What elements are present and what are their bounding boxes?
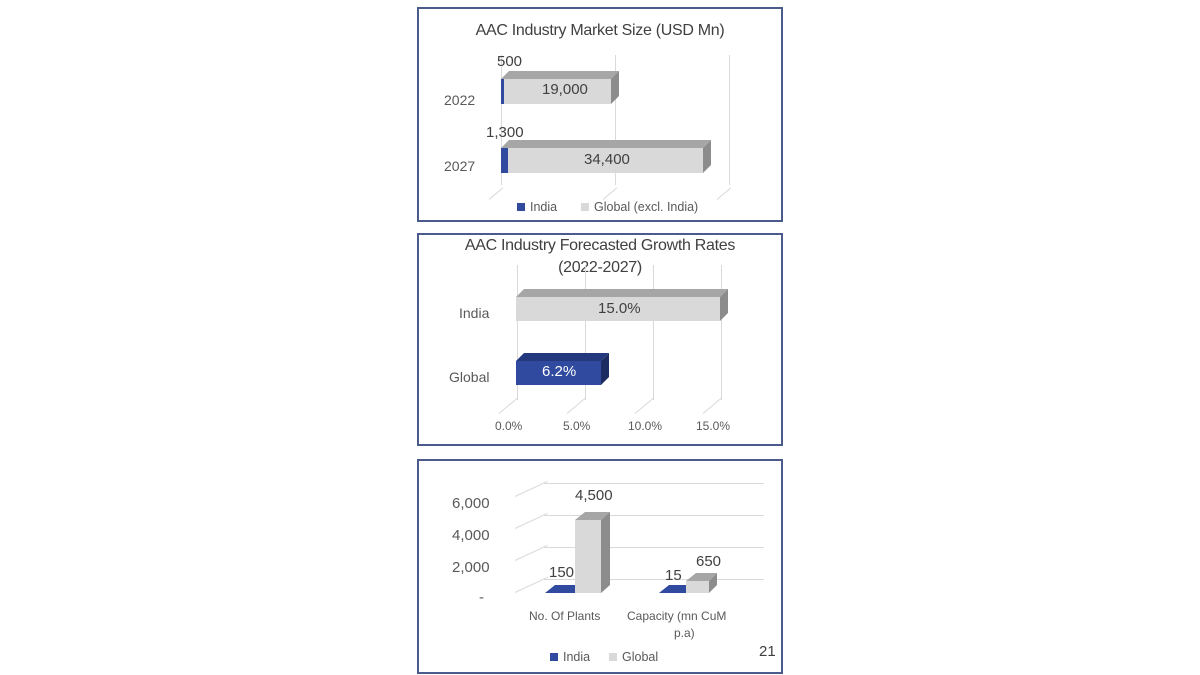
chart-title-line1: AAC Industry Forecasted Growth Rates xyxy=(464,237,736,254)
data-label-global-2022: 19,000 xyxy=(542,81,588,98)
data-label-global-plants: 4,500 xyxy=(575,487,613,504)
data-label-global: 6.2% xyxy=(542,363,577,380)
x-tick: 0.0% xyxy=(495,419,523,433)
bar-2027 xyxy=(501,140,711,173)
y-tick: 4,000 xyxy=(452,527,490,544)
x-tick: 15.0% xyxy=(696,419,731,433)
gridline xyxy=(729,55,730,185)
x-category: p.a) xyxy=(674,626,695,640)
legend-swatch-global xyxy=(581,203,589,211)
x-category: Capacity (mn CuM xyxy=(627,609,727,623)
legend-global: Global (excl. India) xyxy=(581,200,698,214)
page-number: 21 xyxy=(759,643,776,660)
bar-2022 xyxy=(501,71,619,104)
market-size-chart: AAC Industry Market Size (USD Mn) 2022 2… xyxy=(417,7,783,222)
data-label-india-plants: 150 xyxy=(549,564,575,581)
gridline xyxy=(501,55,502,185)
legend-swatch-india xyxy=(517,203,525,211)
bar-group-plants xyxy=(545,512,610,593)
chart-title-line2: (2022-2027) xyxy=(558,259,642,276)
y-tick: 6,000 xyxy=(452,495,490,512)
legend-swatch-india xyxy=(550,653,558,661)
data-label-global-2027: 34,400 xyxy=(584,151,630,168)
data-label-india-capacity: 15 xyxy=(665,567,682,584)
y-tick: - xyxy=(479,589,484,606)
bar-india xyxy=(516,289,728,321)
chart-title: AAC Industry Market Size (USD Mn) xyxy=(475,22,725,39)
category-label: 2022 xyxy=(444,92,476,108)
bar-group-capacity xyxy=(659,573,717,593)
category-label: 2027 xyxy=(444,158,476,174)
legend-india: India xyxy=(550,650,590,664)
growth-rate-chart: AAC Industry Forecasted Growth Rates (20… xyxy=(417,233,783,446)
legend-india: India xyxy=(517,200,557,214)
y-tick: 2,000 xyxy=(452,559,490,576)
data-label-global-capacity: 650 xyxy=(696,553,722,570)
data-label-india-2027: 1,300 xyxy=(486,124,524,141)
gridline xyxy=(615,55,616,185)
legend-swatch-global xyxy=(609,653,617,661)
x-category: No. Of Plants xyxy=(529,609,601,623)
data-label-india: 15.0% xyxy=(598,300,641,317)
data-label-india-2022: 500 xyxy=(497,53,523,70)
category-label: Global xyxy=(449,369,490,385)
x-tick: 5.0% xyxy=(563,419,591,433)
bar-global xyxy=(516,353,609,385)
category-label: India xyxy=(459,305,490,321)
plants-capacity-chart: 6,000 4,000 2,000 - 150 4,500 15 650 No.… xyxy=(417,459,783,674)
x-tick: 10.0% xyxy=(628,419,663,433)
legend-global: Global xyxy=(609,650,658,664)
